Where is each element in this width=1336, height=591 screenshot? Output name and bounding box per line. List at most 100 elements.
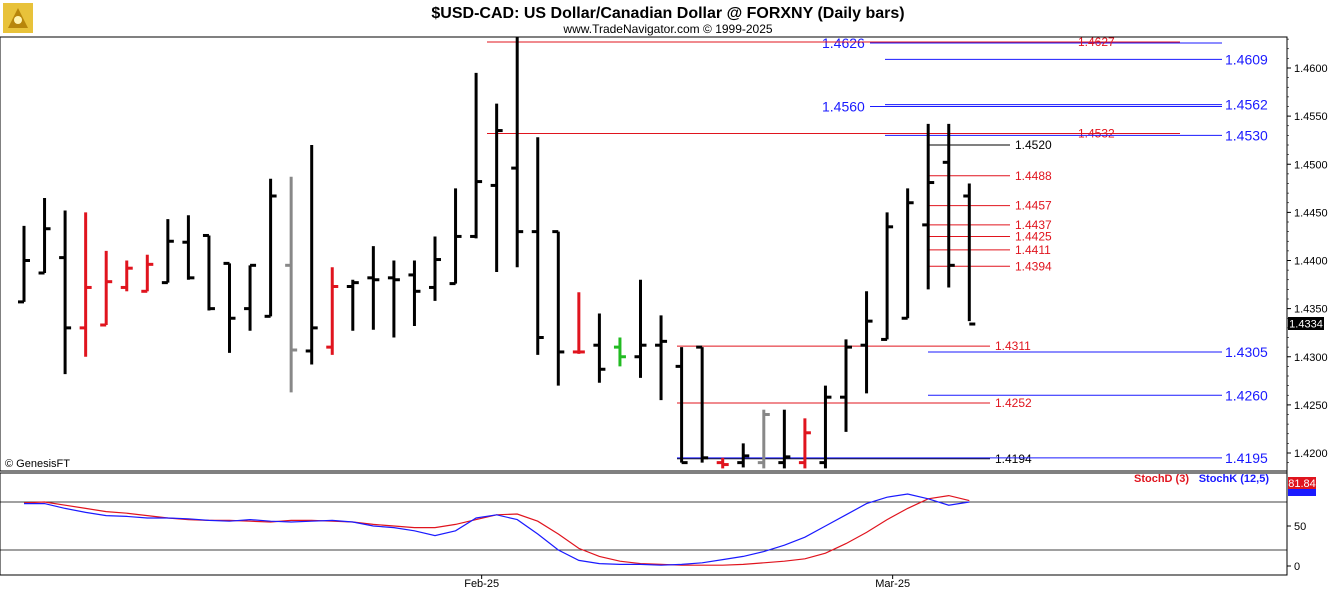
level-label: 1.4411 — [1015, 243, 1051, 257]
price-bar — [449, 188, 462, 286]
stochd-legend: StochD (3) — [1134, 473, 1189, 485]
level-label: 1.4305 — [1225, 344, 1268, 360]
price-bar — [285, 176, 298, 393]
price-bars-layer — [18, 37, 976, 469]
level-label: 1.4195 — [1225, 450, 1268, 466]
price-tick-label: 1.4250 — [1294, 400, 1328, 412]
level-label: 1.4560 — [822, 99, 865, 115]
level-label: 1.4437 — [1015, 218, 1052, 232]
price-tick-label: 1.4200 — [1294, 448, 1328, 460]
price-bar — [655, 315, 668, 401]
price-bar — [942, 123, 955, 288]
chart-subtitle: www.TradeNavigator.com © 1999-2025 — [562, 22, 772, 36]
price-tick-label: 1.4500 — [1294, 159, 1328, 171]
price-bar — [613, 337, 626, 367]
chart-title: $USD-CAD: US Dollar/Canadian Dollar @ FO… — [431, 5, 904, 22]
stoch-tick-label: 0 — [1294, 561, 1300, 573]
price-bar — [141, 254, 154, 293]
trade-navigator-logo-icon — [3, 3, 33, 33]
price-bar — [531, 137, 544, 355]
price-bar — [778, 409, 791, 469]
price-bar — [264, 178, 277, 318]
price-bar — [901, 188, 914, 320]
price-bar — [840, 339, 852, 432]
level-label: 1.4532 — [1078, 126, 1115, 140]
price-bar — [326, 267, 339, 355]
price-bar — [429, 236, 441, 301]
price-bar — [511, 37, 524, 268]
price-tick-label: 1.4400 — [1294, 256, 1328, 268]
stochk-legend: StochK (12,5) — [1199, 473, 1270, 485]
price-bar — [470, 72, 483, 239]
level-label: 1.4194 — [995, 452, 1032, 466]
price-panel-frame — [0, 36, 1288, 472]
price-bar — [798, 418, 811, 469]
price-bar — [387, 260, 400, 338]
price-bar — [716, 457, 729, 469]
level-label: 1.4488 — [1015, 169, 1052, 183]
level-label: 1.4425 — [1015, 229, 1052, 243]
price-tick-label: 1.4300 — [1294, 352, 1328, 364]
price-bar — [59, 210, 72, 375]
time-tick-label: Feb-25 — [464, 578, 499, 590]
stochastic-panel-frame — [0, 472, 1288, 576]
price-bar — [860, 291, 873, 394]
level-label: 1.4260 — [1225, 387, 1268, 403]
price-bar — [737, 443, 750, 468]
price-bar — [881, 212, 894, 341]
price-bar — [38, 197, 51, 275]
price-tick-label: 1.4550 — [1294, 111, 1328, 123]
level-label: 1.4530 — [1225, 127, 1268, 143]
price-bar — [963, 183, 976, 326]
price-bar — [490, 103, 503, 273]
price-tick-label: 1.4600 — [1294, 63, 1328, 75]
last-price-box — [1288, 317, 1324, 330]
price-bar — [346, 279, 359, 331]
stoch-tick-label: 50 — [1294, 521, 1306, 533]
level-label: 1.4520 — [1015, 138, 1052, 152]
stoch-last-value-box — [1288, 477, 1316, 489]
watermark: © GenesisFT — [5, 458, 70, 470]
level-label: 1.4609 — [1225, 51, 1268, 67]
price-bar — [305, 145, 318, 365]
price-bar — [161, 219, 174, 285]
price-bar — [675, 347, 688, 465]
stochk-line — [24, 493, 970, 566]
price-bar — [244, 263, 257, 331]
price-bar — [819, 385, 832, 469]
price-bar — [367, 246, 380, 330]
price-tick-label: 1.4350 — [1294, 304, 1328, 316]
level-label: 1.4626 — [822, 35, 865, 51]
price-bar — [408, 260, 421, 326]
price-bar — [634, 279, 647, 378]
price-bar — [120, 260, 133, 292]
price-bar — [757, 409, 770, 469]
time-axis: Feb-25 Mar-25 — [0, 574, 1287, 590]
stochastic-layer: 0 50 — [0, 493, 1306, 573]
stochd-line — [23, 494, 970, 566]
stoch-last-value: 81.84 — [1288, 478, 1316, 490]
price-bar — [79, 212, 92, 357]
level-label: 1.4627 — [1078, 35, 1115, 49]
price-bar — [100, 250, 113, 327]
price-bar — [593, 313, 606, 383]
price-axis-ticks: 1.4200 1.4250 1.4300 1.4350 1.4400 1.4450 1.45… — [1287, 38, 1328, 463]
level-label: 1.4311 — [995, 339, 1031, 353]
price-bar — [182, 215, 195, 280]
level-label: 1.4394 — [1015, 259, 1052, 273]
price-bar — [18, 225, 30, 304]
price-tick-label: 1.4450 — [1294, 207, 1328, 219]
price-bar — [202, 233, 215, 311]
level-label: 1.4457 — [1015, 199, 1052, 213]
level-label: 1.4562 — [1225, 97, 1268, 113]
time-tick-label: Mar-25 — [875, 578, 910, 590]
price-bar — [552, 230, 565, 386]
price-bar — [572, 292, 585, 354]
level-label: 1.4252 — [995, 396, 1032, 410]
last-price-label: 1.4334 — [1289, 319, 1323, 331]
price-bar — [223, 261, 236, 353]
price-bar — [922, 123, 935, 290]
price-bar — [696, 345, 709, 463]
level-lines-layer: 1.4626 1.4627 1.4609 1.4560 1.4562 1.4532 1.45… — [487, 35, 1268, 466]
